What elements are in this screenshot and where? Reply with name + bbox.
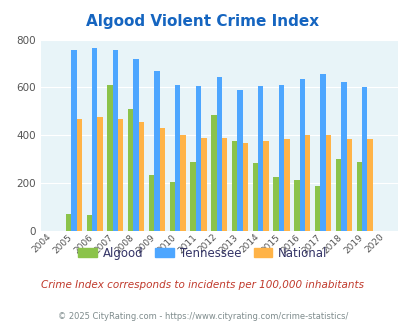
Bar [107, 85, 113, 231]
Bar [71, 50, 77, 231]
Bar [154, 71, 159, 231]
Bar [175, 84, 180, 231]
Bar [304, 135, 310, 231]
Bar [231, 141, 237, 231]
Legend: Algood, Tennessee, National: Algood, Tennessee, National [73, 242, 332, 264]
Bar [159, 128, 164, 231]
Bar [367, 139, 372, 231]
Bar [299, 79, 304, 231]
Bar [273, 177, 278, 231]
Bar [222, 138, 227, 231]
Bar [200, 138, 206, 231]
Bar [195, 85, 200, 231]
Bar [335, 159, 340, 231]
Text: Crime Index corresponds to incidents per 100,000 inhabitants: Crime Index corresponds to incidents per… [41, 280, 364, 290]
Text: © 2025 CityRating.com - https://www.cityrating.com/crime-statistics/: © 2025 CityRating.com - https://www.city… [58, 312, 347, 321]
Bar [113, 50, 118, 231]
Bar [128, 109, 133, 231]
Bar [139, 122, 144, 231]
Bar [340, 82, 346, 231]
Bar [346, 139, 351, 231]
Bar [92, 48, 97, 231]
Bar [263, 141, 268, 231]
Bar [325, 135, 330, 231]
Bar [278, 84, 284, 231]
Bar [294, 180, 299, 231]
Bar [284, 139, 289, 231]
Bar [356, 162, 361, 231]
Bar [190, 162, 195, 231]
Bar [86, 215, 92, 231]
Bar [77, 119, 82, 231]
Bar [314, 185, 320, 231]
Bar [320, 74, 325, 231]
Bar [216, 77, 222, 231]
Bar [118, 119, 123, 231]
Bar [149, 175, 154, 231]
Bar [180, 135, 185, 231]
Bar [169, 182, 175, 231]
Text: Algood Violent Crime Index: Algood Violent Crime Index [86, 14, 319, 29]
Bar [361, 87, 367, 231]
Bar [258, 85, 263, 231]
Bar [211, 115, 216, 231]
Bar [66, 214, 71, 231]
Bar [242, 143, 247, 231]
Bar [237, 90, 242, 231]
Bar [133, 59, 139, 231]
Bar [97, 117, 102, 231]
Bar [252, 163, 258, 231]
